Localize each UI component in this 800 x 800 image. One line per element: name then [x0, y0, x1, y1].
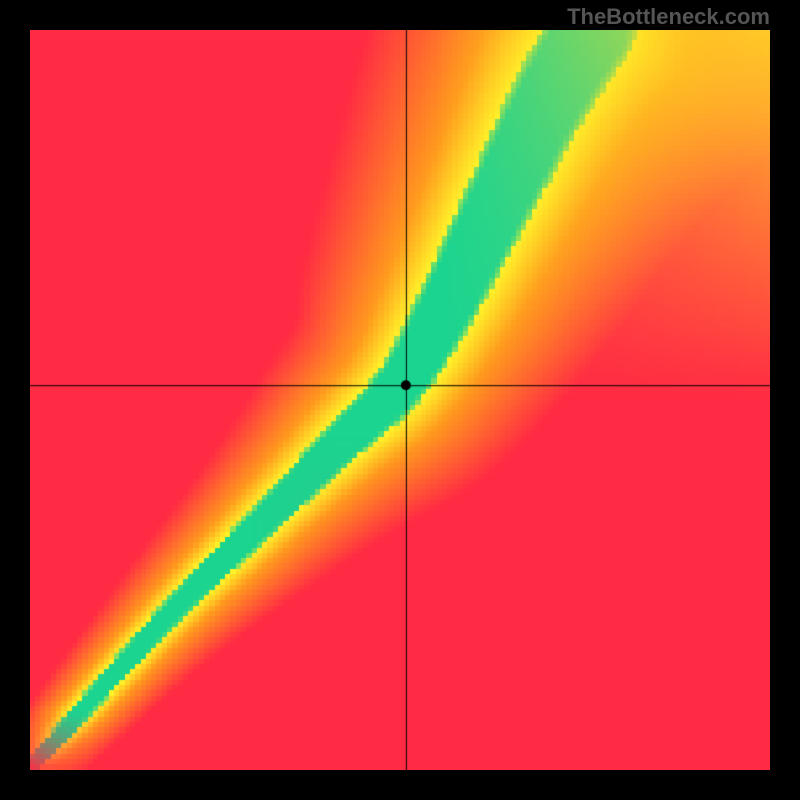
- chart-container: TheBottleneck.com: [0, 0, 800, 800]
- watermark-text: TheBottleneck.com: [567, 4, 770, 30]
- bottleneck-heatmap-canvas: [30, 30, 770, 770]
